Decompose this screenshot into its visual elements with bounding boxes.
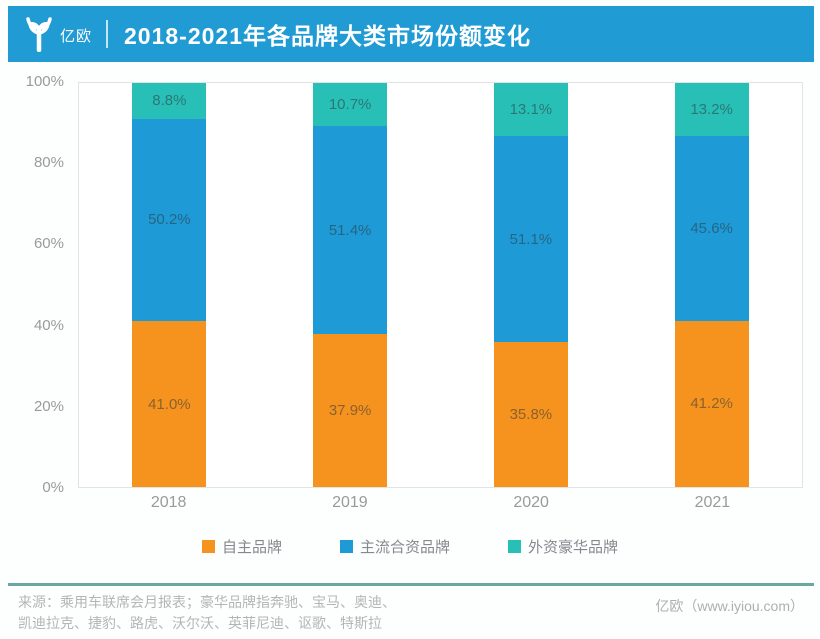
bar-segment-主流合资品牌: 51.1% (493, 135, 568, 343)
y-axis-tick: 20% (33, 397, 64, 415)
bar-segment-自主品牌: 41.0% (132, 321, 207, 487)
bar-segment-主流合资品牌: 51.4% (313, 126, 388, 334)
bar-value-label: 41.2% (690, 395, 733, 413)
bar-2021: 13.2% 45.6% 41.2% (674, 83, 749, 487)
bar-value-label: 41.0% (148, 395, 191, 413)
yiou-logo: 亿欧 (22, 16, 92, 52)
bar-value-label: 50.2% (148, 211, 191, 229)
legend-item-自主品牌: 自主品牌 (201, 536, 282, 557)
y-axis-tick: 100% (25, 73, 64, 90)
bar-value-label: 51.4% (328, 221, 372, 239)
bar-value-label: 51.1% (509, 230, 553, 248)
bar-value-label: 8.8% (152, 92, 187, 110)
header-divider (106, 20, 109, 48)
bar-segment-主流合资品牌: 45.6% (674, 136, 749, 321)
brand-credit: 亿欧（www.iyiou.com） (655, 598, 804, 614)
footer-divider-line (8, 583, 814, 586)
bar-segment-自主品牌: 35.8% (493, 342, 568, 487)
bar-value-label: 45.6% (690, 219, 733, 237)
y-axis-tick: 80% (33, 154, 64, 172)
bar-segment-外资豪华品牌: 8.8% (132, 83, 207, 119)
bar-segment-主流合资品牌: 50.2% (132, 118, 207, 322)
y-axis-tick: 60% (33, 235, 64, 253)
stacked-bar-chart: 8.8% 50.2% 41.0% 10.7% 51.4% 37.9% 13.1% 51.1% 3… (78, 82, 803, 488)
legend-label: 外资豪华品牌 (528, 539, 619, 556)
source-note: 来源：乘用车联席会月报表；豪华品牌指奔驰、宝马、奥迪、 凯迪拉克、捷豹、路虎、沃… (18, 594, 396, 631)
bar-segment-外资豪华品牌: 13.2% (674, 83, 749, 137)
yiou-logo-icon (22, 16, 56, 52)
x-axis-label-2021: 2021 (694, 494, 731, 511)
x-axis-label-2019: 2019 (332, 494, 368, 511)
y-axis: 0% 20% 40% 60% 80% 100% (0, 73, 64, 496)
bar-value-label: 37.9% (328, 401, 372, 419)
x-axis-label-2020: 2020 (513, 494, 549, 511)
header: 亿欧 2018-2021年各品牌大类市场份额变化 (8, 6, 814, 62)
yiou-logo-text: 亿欧 (60, 28, 93, 45)
legend-item-主流合资品牌: 主流合资品牌 (339, 536, 450, 557)
legend-swatch-icon (508, 540, 521, 553)
legend: 自主品牌 主流合资品牌 外资豪华品牌 (0, 536, 820, 557)
legend-label: 自主品牌 (221, 539, 282, 556)
legend-swatch-icon (339, 540, 353, 553)
y-axis-tick: 0% (42, 479, 64, 496)
bar-value-label: 13.1% (509, 100, 553, 118)
bar-segment-自主品牌: 41.2% (674, 320, 749, 487)
bar-2019: 10.7% 51.4% 37.9% (313, 83, 388, 487)
x-axis-label-2018: 2018 (150, 494, 187, 511)
legend-item-外资豪华品牌: 外资豪华品牌 (508, 536, 618, 557)
bar-value-label: 35.8% (509, 406, 553, 424)
legend-label: 主流合资品牌 (359, 539, 450, 556)
y-axis-tick: 40% (33, 316, 64, 334)
legend-swatch-icon (201, 540, 215, 553)
bar-segment-外资豪华品牌: 13.1% (493, 83, 568, 136)
bar-segment-外资豪华品牌: 10.7% (313, 83, 388, 127)
bar-value-label: 13.2% (690, 101, 733, 119)
bar-2018: 8.8% 50.2% 41.0% (132, 83, 207, 487)
x-axis: 2018 2019 2020 2021 (78, 494, 803, 512)
bar-2020: 13.1% 51.1% 35.8% (493, 83, 568, 487)
bar-value-label: 10.7% (328, 96, 372, 114)
bar-segment-自主品牌: 37.9% (313, 333, 388, 487)
page-title: 2018-2021年各品牌大类市场份额变化 (124, 23, 532, 49)
